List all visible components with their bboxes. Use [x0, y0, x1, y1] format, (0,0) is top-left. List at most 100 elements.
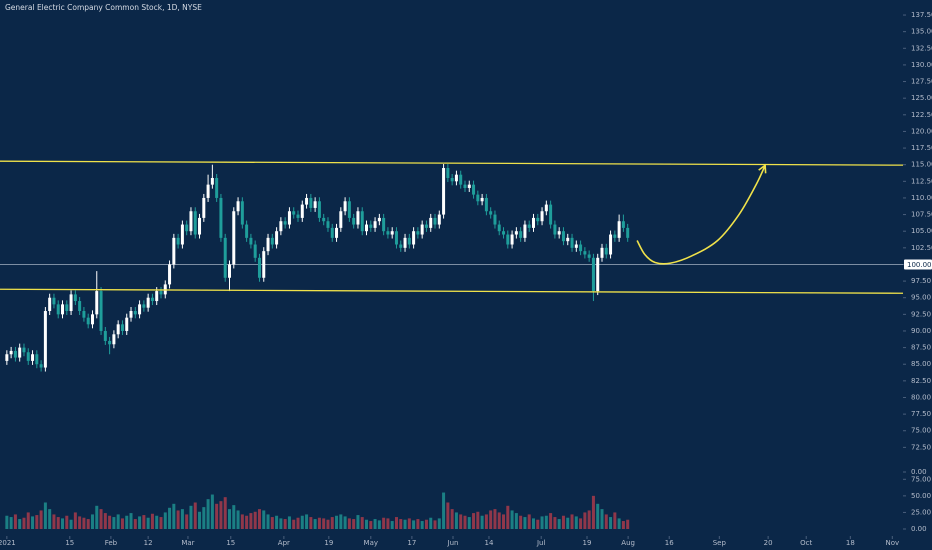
y-tick-label: 87.50: [911, 344, 931, 352]
volume-bar: [420, 521, 424, 529]
volume-bar: [262, 510, 266, 529]
y-tick-label: 72.50: [911, 443, 931, 451]
candle-body: [493, 214, 497, 225]
volume-bar: [326, 519, 330, 529]
candle-body: [283, 221, 287, 225]
volume-bar: [292, 519, 296, 529]
volume-bar: [360, 517, 364, 529]
candle-body: [433, 217, 437, 225]
volume-bar: [69, 519, 73, 529]
volume-bar: [544, 515, 548, 529]
candle-body: [296, 214, 300, 218]
candle-body: [587, 254, 591, 258]
candle-body: [613, 234, 617, 238]
candle-body: [159, 291, 163, 295]
volume-bar: [574, 516, 578, 529]
volume-bar: [416, 519, 420, 529]
candle-body: [112, 334, 116, 345]
candle-body: [103, 330, 107, 341]
x-tick-label: 15: [65, 539, 74, 547]
candle-body: [125, 317, 129, 331]
volume-bar: [343, 516, 347, 529]
candle-body: [497, 224, 501, 232]
volume-bar: [407, 518, 411, 529]
volume-bar: [313, 519, 317, 529]
volume-bar: [133, 519, 137, 529]
candle-body: [502, 231, 506, 235]
volume-bar: [335, 515, 339, 529]
chart-title: General Electric Company Common Stock, 1…: [5, 3, 202, 12]
volume-bar: [210, 494, 214, 529]
volume-bar: [43, 502, 47, 529]
volume-bar: [493, 509, 497, 529]
candle-body: [26, 352, 30, 361]
volume-bar: [463, 515, 467, 529]
candle-body: [198, 217, 202, 235]
volume-bar: [365, 519, 369, 529]
volume-bar: [540, 516, 544, 529]
volume-bar: [626, 519, 630, 529]
x-tick-label: Sep: [713, 539, 727, 547]
volume-bar: [497, 512, 501, 529]
candle-body: [249, 237, 253, 245]
volume-bar: [347, 518, 351, 529]
volume-bar: [108, 515, 112, 529]
candle-body: [459, 174, 463, 185]
volume-bar: [309, 517, 313, 529]
candle-body: [236, 201, 240, 212]
candle-body: [510, 234, 514, 245]
volume-bar: [176, 510, 180, 529]
volume-bar: [446, 502, 450, 529]
candle-body: [403, 237, 407, 248]
volume-bar: [596, 503, 600, 529]
candle-body: [108, 340, 112, 345]
volume-bar: [287, 516, 291, 529]
candle-body: [146, 297, 150, 308]
candle-body: [150, 297, 154, 302]
candle-body: [420, 224, 424, 235]
volume-bar: [227, 509, 231, 529]
volume-bar: [159, 517, 163, 529]
candle-body: [245, 224, 249, 238]
candle-body: [206, 184, 210, 198]
candle-body: [305, 197, 309, 205]
y-tick-label: 115.00: [911, 161, 932, 169]
candle-body: [523, 224, 527, 238]
candle-body: [394, 231, 398, 245]
volume-bar: [249, 513, 253, 529]
candle-body: [454, 174, 458, 182]
candle-body: [484, 197, 488, 212]
y-tick-label: 110.00: [911, 194, 932, 202]
candle-body: [429, 217, 433, 228]
candle-body: [561, 231, 565, 242]
volume-tick-label: 25.00: [911, 508, 931, 516]
candle-body: [540, 211, 544, 222]
candle-body: [5, 354, 9, 361]
candle-body: [476, 194, 480, 202]
volume-bar: [120, 518, 124, 529]
candle-body: [13, 350, 17, 358]
volume-bar: [163, 512, 167, 529]
volume-bar: [454, 512, 458, 529]
volume-bar: [26, 512, 30, 529]
y-tick-label: 82.50: [911, 377, 931, 385]
volume-bar: [433, 520, 437, 529]
volume-bar: [536, 519, 540, 529]
volume-bar: [103, 513, 107, 529]
volume-bar: [502, 514, 506, 529]
candle-body: [356, 211, 360, 225]
x-tick-label: Nov: [885, 539, 899, 547]
candle-body: [352, 217, 356, 225]
candle-body: [480, 197, 484, 202]
candle-body: [95, 291, 99, 315]
candle-body: [527, 224, 531, 228]
volume-bar: [399, 519, 403, 529]
volume-bar: [570, 514, 574, 529]
candle-body: [424, 224, 428, 228]
candle-body: [193, 211, 197, 235]
candle-body: [168, 264, 172, 285]
volume-bar: [112, 517, 116, 529]
volume-bar: [613, 512, 617, 529]
x-tick-label: 16: [665, 539, 674, 547]
